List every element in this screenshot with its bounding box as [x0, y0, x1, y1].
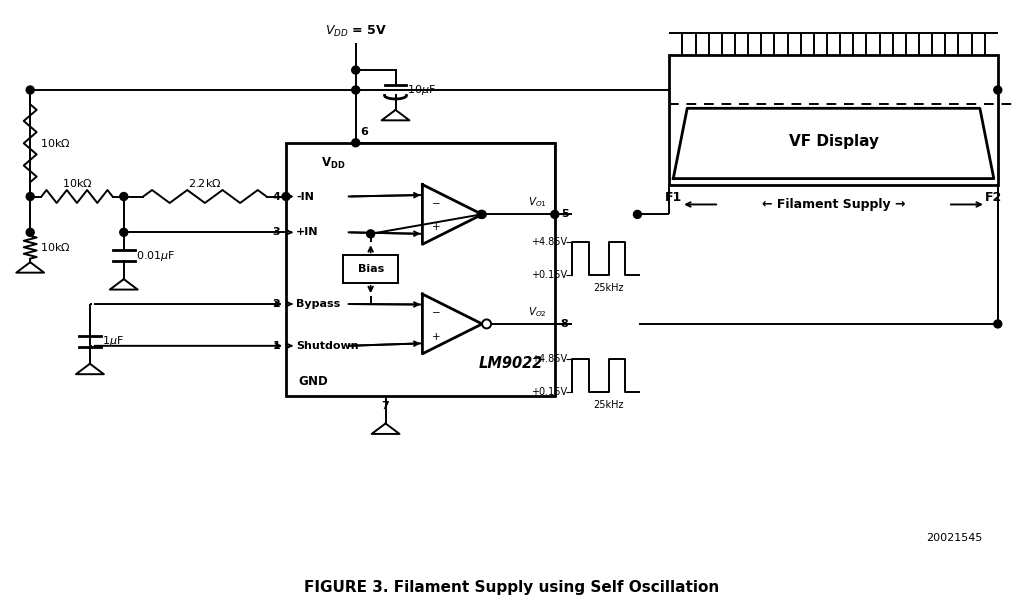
Circle shape [994, 320, 1001, 328]
Text: +4.85V: +4.85V [530, 354, 566, 363]
Bar [286, 142, 555, 395]
Circle shape [351, 66, 359, 74]
Text: 10k$\Omega$: 10k$\Omega$ [40, 241, 71, 253]
Text: 0.01$\mu$F: 0.01$\mu$F [136, 249, 175, 263]
Text: Shutdown: Shutdown [296, 341, 358, 351]
Text: F1: F1 [665, 190, 682, 203]
Text: +4.85V: +4.85V [530, 237, 566, 247]
Text: 4: 4 [272, 192, 280, 201]
Text: ← Filament Supply →: ← Filament Supply → [762, 198, 905, 211]
Text: 2.2k$\Omega$: 2.2k$\Omega$ [188, 177, 221, 188]
Text: 3: 3 [272, 227, 280, 238]
Circle shape [282, 193, 290, 201]
Bar [670, 55, 997, 185]
Circle shape [634, 211, 641, 219]
Bar [343, 255, 398, 283]
Circle shape [120, 193, 128, 201]
Text: +0.15V: +0.15V [530, 387, 566, 397]
Text: 7: 7 [382, 400, 389, 411]
Text: F2: F2 [985, 190, 1002, 203]
Text: +IN: +IN [296, 227, 318, 238]
Text: $\mathbf{GND}$: $\mathbf{GND}$ [298, 375, 329, 387]
Circle shape [27, 193, 34, 201]
Text: 1$\mu$F: 1$\mu$F [101, 335, 124, 348]
Text: 10k$\Omega$: 10k$\Omega$ [40, 138, 71, 149]
Text: 5: 5 [561, 209, 568, 219]
Text: $-$: $-$ [431, 197, 440, 207]
Circle shape [351, 86, 359, 94]
Circle shape [27, 228, 34, 236]
Text: $+$: $+$ [431, 331, 440, 342]
Text: 8: 8 [561, 319, 568, 329]
Text: $V_{DD}$ = 5V: $V_{DD}$ = 5V [325, 24, 387, 39]
Circle shape [994, 86, 1001, 94]
Circle shape [551, 211, 559, 219]
Text: 25kHz: 25kHz [593, 400, 624, 410]
Circle shape [478, 211, 486, 219]
Circle shape [367, 230, 375, 238]
Circle shape [120, 228, 128, 236]
Text: VF Display: VF Display [788, 134, 879, 149]
Text: 1: 1 [272, 341, 280, 351]
Text: FIGURE 3. Filament Supply using Self Oscillation: FIGURE 3. Filament Supply using Self Osc… [304, 580, 720, 595]
Text: $V_{O2}$: $V_{O2}$ [528, 305, 547, 319]
Circle shape [477, 211, 485, 219]
Text: 10k$\Omega$: 10k$\Omega$ [61, 177, 92, 188]
Circle shape [27, 86, 34, 94]
Text: Bypass: Bypass [296, 299, 340, 309]
Text: $\mathbf{V_{DD}}$: $\mathbf{V_{DD}}$ [321, 156, 345, 171]
Text: 25kHz: 25kHz [593, 283, 624, 293]
Text: 6: 6 [360, 126, 369, 137]
Text: 10$\mu$F: 10$\mu$F [408, 83, 436, 97]
Text: -IN: -IN [296, 192, 314, 201]
Text: Bias: Bias [357, 264, 384, 274]
Text: $V_{O1}$: $V_{O1}$ [528, 196, 547, 209]
Text: +0.15V: +0.15V [530, 270, 566, 280]
Text: 20021545: 20021545 [927, 533, 983, 543]
Circle shape [351, 139, 359, 147]
Circle shape [482, 319, 492, 328]
Text: $-$: $-$ [431, 306, 440, 316]
Text: 2: 2 [272, 299, 280, 309]
Text: $+$: $+$ [431, 222, 440, 233]
Text: LM9022: LM9022 [478, 356, 543, 371]
